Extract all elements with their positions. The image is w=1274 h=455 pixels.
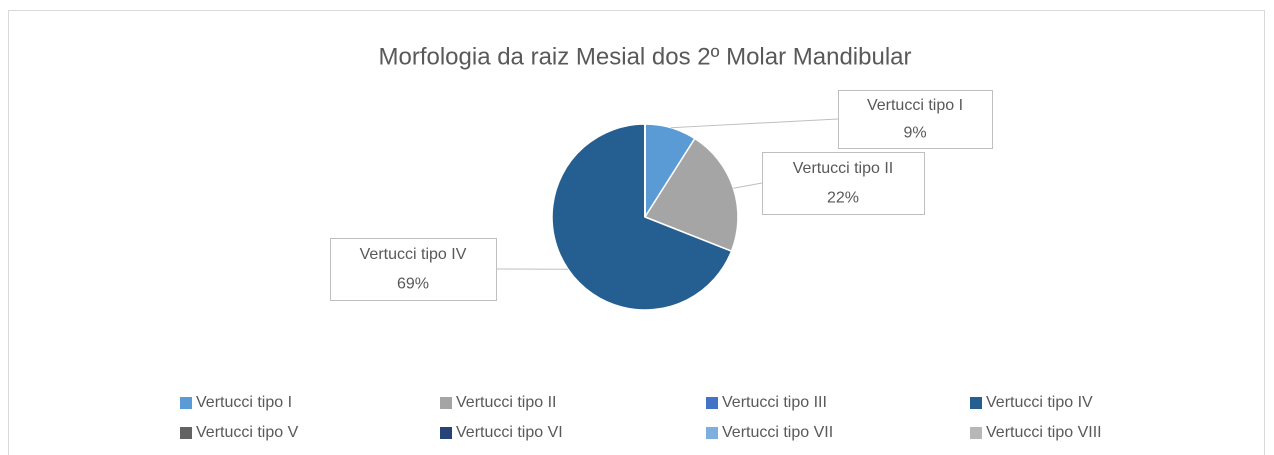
- legend-label: Vertucci tipo VII: [722, 424, 833, 441]
- legend-swatch: [706, 427, 718, 439]
- legend-swatch: [180, 397, 192, 409]
- leader-line: [670, 118, 839, 129]
- legend-swatch: [970, 397, 982, 409]
- legend-label: Vertucci tipo VIII: [986, 424, 1102, 441]
- legend-label: Vertucci tipo VI: [456, 424, 563, 441]
- pie-slice: [551, 123, 733, 311]
- pie-slice: [643, 137, 739, 253]
- leader-line: [733, 182, 763, 189]
- legend-label: Vertucci tipo IV: [986, 394, 1093, 411]
- legend-swatch: [706, 397, 718, 409]
- legend-swatch: [970, 427, 982, 439]
- data-label-box: [762, 152, 925, 215]
- data-label-name: Vertucci tipo I: [867, 97, 963, 114]
- chart-title: Morfologia da raiz Mesial dos 2º Molar M…: [378, 43, 911, 70]
- data-label-value: 22%: [827, 190, 859, 207]
- legend-label: Vertucci tipo III: [722, 394, 827, 411]
- legend-label: Vertucci tipo II: [456, 394, 557, 411]
- data-label-box: [330, 238, 497, 301]
- data-label-value: 69%: [397, 276, 429, 293]
- legend-label: Vertucci tipo I: [196, 394, 292, 411]
- data-label-box: [838, 90, 993, 149]
- legend-label: Vertucci tipo V: [196, 424, 299, 441]
- legend-swatch: [440, 427, 452, 439]
- data-label-name: Vertucci tipo IV: [360, 246, 467, 263]
- data-label-name: Vertucci tipo II: [793, 160, 894, 177]
- legend-swatch: [180, 427, 192, 439]
- legend-swatch: [440, 397, 452, 409]
- data-label-value: 9%: [903, 125, 926, 142]
